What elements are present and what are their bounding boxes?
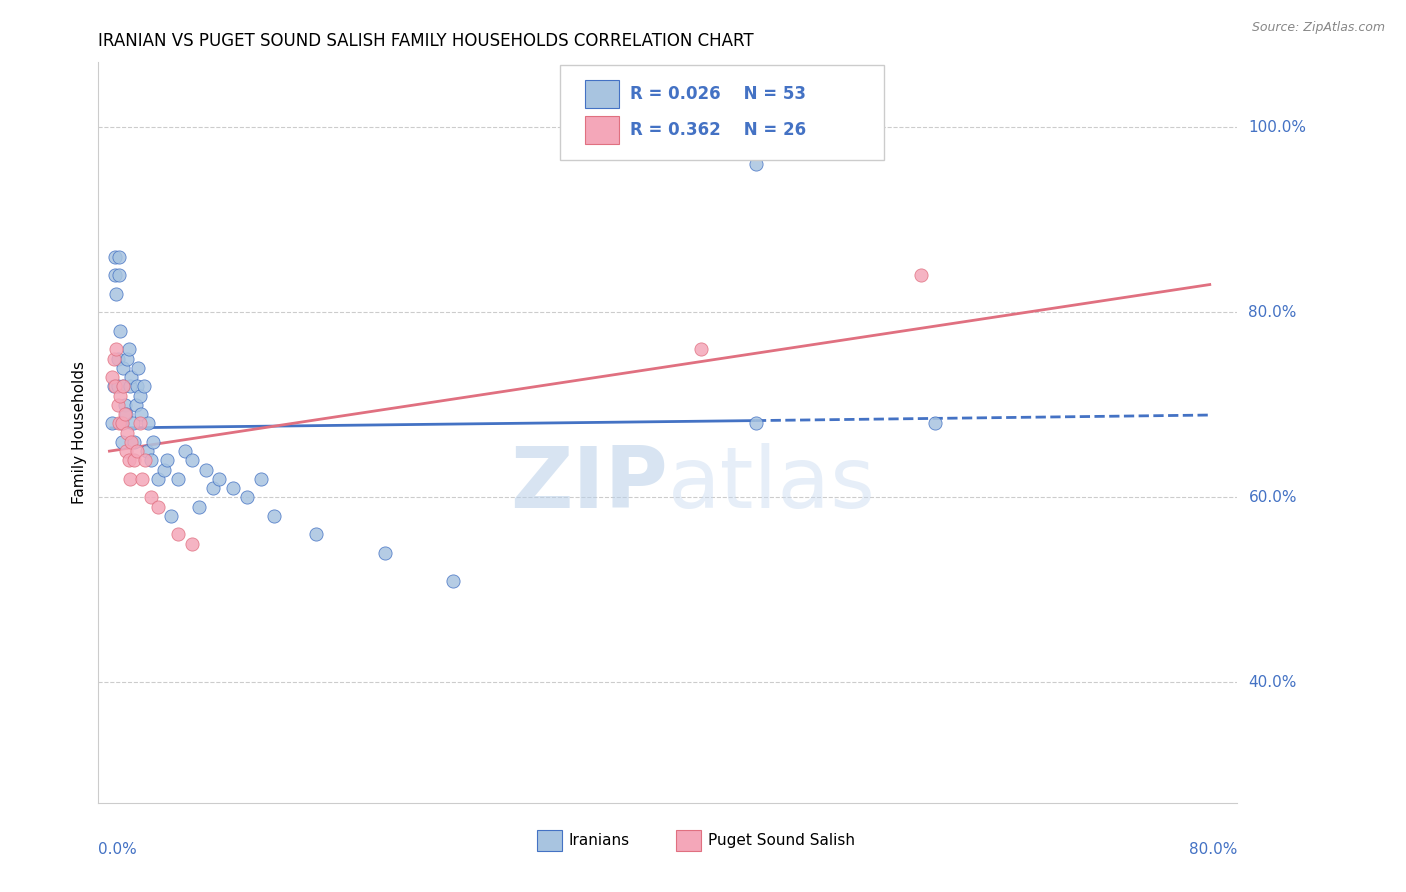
Point (103, 379, 125, 393)
Point (112, 379, 135, 393)
Text: ZIP: ZIP (510, 443, 668, 526)
FancyBboxPatch shape (560, 65, 884, 161)
Point (107, 379, 129, 393)
Text: 80.0%: 80.0% (1189, 842, 1237, 856)
Point (208, 472, 231, 486)
Point (108, 250, 131, 264)
Text: 0.0%: 0.0% (98, 842, 138, 856)
Point (117, 425, 139, 440)
Point (114, 407, 136, 421)
Bar (585, 80, 619, 108)
Point (120, 472, 141, 486)
Point (115, 407, 138, 421)
Point (187, 500, 209, 514)
Bar (585, 116, 619, 144)
Point (201, 481, 224, 495)
Point (125, 444, 148, 458)
Point (105, 286, 128, 301)
Point (128, 417, 150, 431)
Text: R = 0.362    N = 26: R = 0.362 N = 26 (630, 120, 807, 139)
Point (103, 351, 125, 366)
Text: IRANIAN VS PUGET SOUND SALISH FAMILY HOUSEHOLDS CORRELATION CHART: IRANIAN VS PUGET SOUND SALISH FAMILY HOU… (98, 32, 754, 50)
Point (167, 472, 190, 486)
Text: atlas: atlas (668, 443, 876, 526)
Point (110, 389, 132, 403)
Point (101, 370, 124, 384)
Point (181, 536, 204, 550)
Point (108, 417, 131, 431)
Point (236, 491, 259, 505)
Point (142, 434, 165, 449)
Text: Source: ZipAtlas.com: Source: ZipAtlas.com (1251, 21, 1385, 34)
Point (120, 379, 141, 393)
Point (129, 407, 152, 421)
Text: Iranians: Iranians (569, 833, 630, 848)
Point (115, 444, 138, 458)
Point (745, 417, 768, 431)
Point (745, 157, 768, 171)
Point (167, 527, 190, 541)
Point (108, 268, 131, 283)
Bar (676, 830, 700, 851)
Point (110, 324, 132, 338)
Point (146, 500, 169, 514)
Point (107, 398, 129, 412)
Point (134, 453, 156, 467)
Point (111, 434, 134, 449)
Point (104, 379, 127, 393)
Point (441, 574, 464, 588)
Y-axis label: Family Households: Family Households (72, 361, 87, 504)
Point (118, 453, 141, 467)
Point (689, 343, 711, 357)
Point (305, 527, 328, 541)
Point (222, 481, 245, 495)
Point (112, 379, 135, 393)
Point (263, 508, 285, 523)
Point (135, 444, 157, 458)
Point (139, 491, 162, 505)
Text: Puget Sound Salish: Puget Sound Salish (707, 833, 855, 848)
Point (156, 453, 179, 467)
Point (194, 462, 217, 476)
Point (132, 379, 155, 393)
Point (117, 351, 139, 366)
Point (104, 250, 127, 264)
Point (112, 360, 135, 375)
Text: 60.0%: 60.0% (1249, 490, 1296, 505)
Point (146, 472, 169, 486)
Point (373, 546, 395, 560)
Point (111, 417, 134, 431)
Text: 100.0%: 100.0% (1249, 120, 1306, 135)
Point (131, 472, 153, 486)
Point (120, 370, 142, 384)
Point (104, 268, 127, 283)
Point (121, 417, 143, 431)
Point (118, 343, 141, 357)
Point (107, 351, 129, 366)
Point (111, 417, 134, 431)
Point (127, 360, 149, 375)
Point (924, 417, 946, 431)
Point (249, 472, 271, 486)
Point (128, 389, 150, 403)
Point (139, 453, 162, 467)
Point (101, 417, 124, 431)
Bar (537, 830, 562, 851)
Point (153, 462, 176, 476)
Text: 80.0%: 80.0% (1249, 305, 1296, 320)
Text: 40.0%: 40.0% (1249, 675, 1296, 690)
Text: R = 0.026    N = 53: R = 0.026 N = 53 (630, 86, 806, 103)
Point (122, 453, 145, 467)
Point (160, 508, 183, 523)
Point (174, 444, 197, 458)
Point (125, 379, 148, 393)
Point (122, 434, 145, 449)
Point (181, 453, 204, 467)
Point (120, 434, 142, 449)
Point (136, 417, 159, 431)
Point (114, 398, 136, 412)
Point (105, 343, 128, 357)
Point (124, 398, 146, 412)
Point (910, 268, 932, 283)
